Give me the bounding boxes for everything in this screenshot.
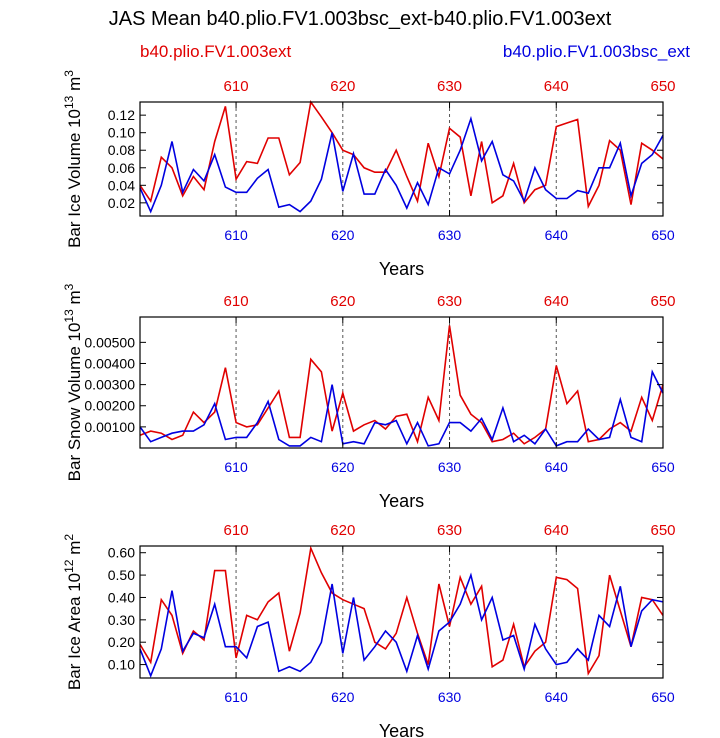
ice-volume-ytick-label: 0.12 (108, 107, 135, 123)
snow-volume-ytick-label: 0.00500 (84, 334, 135, 350)
ice-area-xtick-label-top: 610 (224, 522, 249, 539)
ice-area-ytick-label: 0.50 (108, 567, 135, 583)
ice-area-series-blue (139, 572, 664, 678)
ice-volume-xtick-label-bottom: 650 (651, 227, 675, 243)
page-title: JAS Mean b40.plio.FV1.003bsc_ext-b40.pli… (108, 8, 612, 30)
ice-volume-xtick-label-top: 650 (650, 78, 675, 95)
ice-volume-xtick-label-bottom: 610 (224, 227, 248, 243)
ice-area-xtick-label-bottom: 620 (331, 689, 355, 705)
snow-volume-series-red (139, 325, 664, 445)
ice-area-ytick-label: 0.30 (108, 612, 135, 628)
legend-blue-label: b40.plio.FV1.003bsc_ext (502, 42, 690, 61)
ice-volume-xlabel: Years (379, 259, 424, 279)
ice-area-xtick-label-top: 640 (544, 522, 569, 539)
ice-volume-ytick-label: 0.10 (108, 125, 135, 141)
ice-area-ytick-label: 0.60 (108, 545, 135, 561)
ice-volume-ylabel-text: m (65, 77, 84, 96)
ice-area-ytick-label: 0.10 (108, 657, 135, 673)
snow-volume-ylabel-exponent: 3 (62, 283, 76, 290)
ice-volume-xtick-label-top: 630 (437, 78, 462, 95)
snow-volume-ylabel-exponent: 13 (62, 309, 76, 323)
ice-area-ytick-label: 0.20 (108, 634, 135, 650)
snow-volume-xtick-label-bottom: 640 (545, 459, 569, 475)
snow-volume-xtick-label-top: 620 (330, 293, 355, 310)
ice-volume-xtick-label-top: 640 (544, 78, 569, 95)
ice-area-ylabel-text: m (65, 541, 84, 560)
ice-volume-series-red (139, 99, 664, 210)
ice-area-ylabel-exponent: 2 (62, 534, 76, 541)
ice-volume-ytick-label: 0.06 (108, 160, 135, 176)
ice-area-xtick-label-top: 620 (330, 522, 355, 539)
snow-volume-ytick-label: 0.00300 (84, 377, 135, 393)
snow-volume-xtick-label-top: 630 (437, 293, 462, 310)
ice-area-xlabel: Years (379, 721, 424, 738)
ice-volume-ytick-label: 0.02 (108, 195, 135, 211)
snow-volume-ytick-label: 0.00400 (84, 355, 135, 371)
snow-volume-xlabel: Years (379, 491, 424, 511)
ice-volume-ylabel-exponent: 3 (62, 70, 76, 77)
ice-area-xtick-label-top: 650 (650, 522, 675, 539)
snow-volume-xtick-label-bottom: 650 (651, 459, 675, 475)
ice-area-xtick-label-bottom: 650 (651, 689, 675, 705)
snow-volume-xtick-label-top: 650 (650, 293, 675, 310)
ice-area-ylabel-text: Bar Ice Area 10 (65, 573, 84, 690)
ice-area-plot-frame (139, 545, 664, 679)
snow-volume-xtick-label-bottom: 620 (331, 459, 355, 475)
ice-area-xtick-label-top: 630 (437, 522, 462, 539)
ice-volume-xtick-label-bottom: 620 (331, 227, 355, 243)
snow-volume-plot-frame (139, 316, 664, 449)
snow-volume-xtick-label-top: 640 (544, 293, 569, 310)
ice-volume-xtick-label-bottom: 630 (438, 227, 462, 243)
ice-volume-xtick-label-top: 610 (224, 78, 249, 95)
snow-volume-xtick-label-bottom: 610 (224, 459, 248, 475)
ice-volume-series-blue (139, 115, 664, 214)
ice-volume-ylabel: Bar Ice Volume 1013 m3 (62, 70, 84, 248)
ice-area-xtick-label-bottom: 610 (224, 689, 248, 705)
ice-area-xtick-label-bottom: 640 (545, 689, 569, 705)
ice-volume-ytick-label: 0.08 (108, 142, 135, 158)
snow-volume-ytick-label: 0.00200 (84, 398, 135, 414)
snow-volume-xtick-label-bottom: 630 (438, 459, 462, 475)
ice-area-series-red (139, 545, 664, 676)
ice-area-ylabel: Bar Ice Area 1012 m2 (62, 534, 84, 690)
ice-area-ylabel-exponent: 12 (62, 559, 76, 573)
ice-volume-ytick-label: 0.04 (108, 177, 135, 193)
snow-volume-ylabel: Bar Snow Volume 1013 m3 (62, 283, 84, 481)
snow-volume-ylabel-text: Bar Snow Volume 10 (65, 323, 84, 482)
ice-area-ytick-label: 0.40 (108, 589, 135, 605)
ice-volume-xtick-label-top: 620 (330, 78, 355, 95)
snow-volume-xtick-label-top: 610 (224, 293, 249, 310)
ice-area-xtick-label-bottom: 630 (438, 689, 462, 705)
snow-volume-ylabel-text: m (65, 290, 84, 309)
ice-volume-ylabel-text: Bar Ice Volume 10 (65, 109, 84, 248)
snow-volume-series-blue (139, 369, 664, 447)
ice-volume-plot-frame (139, 101, 664, 217)
ice-volume-ylabel-exponent: 13 (62, 95, 76, 109)
snow-volume-ytick-label: 0.00100 (84, 419, 135, 435)
legend-red-label: b40.plio.FV1.003ext (140, 42, 292, 61)
ice-volume-xtick-label-bottom: 640 (545, 227, 569, 243)
